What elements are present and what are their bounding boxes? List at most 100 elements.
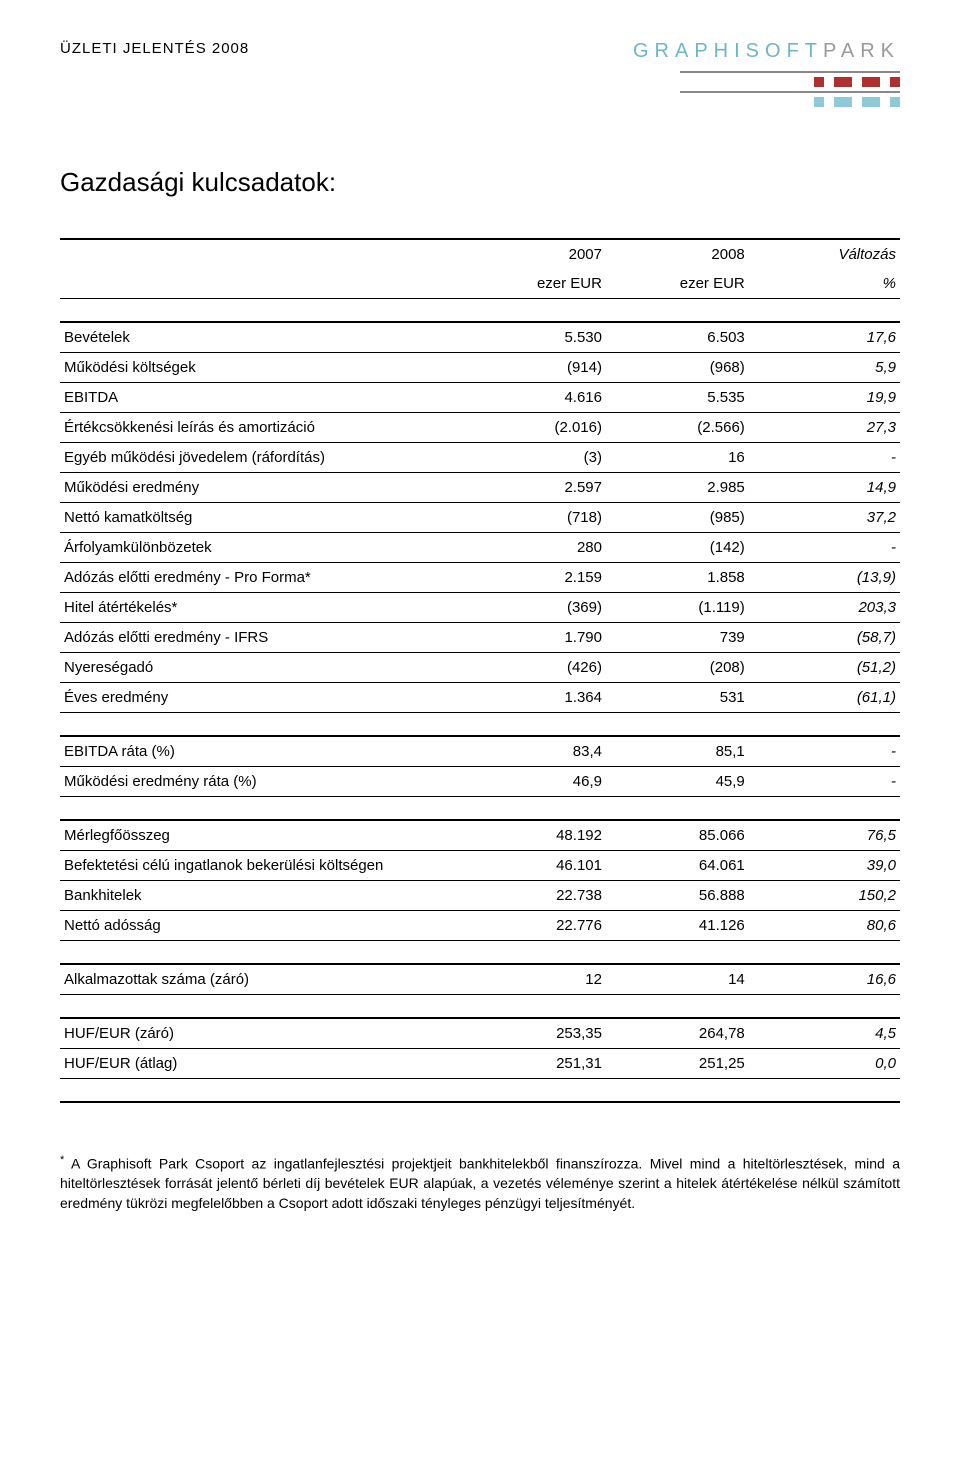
row-val-2007: 4.616: [463, 383, 606, 413]
table-row: Nettó kamatköltség(718)(985)37,2: [60, 503, 900, 533]
row-val-2007: (2.016): [463, 413, 606, 443]
row-val-change: -: [749, 767, 900, 797]
table-balance: Mérlegfőösszeg48.19285.06676,5Befektetés…: [60, 819, 900, 941]
row-label: Mérlegfőösszeg: [60, 820, 463, 851]
header-unit-2007: ezer EUR: [463, 269, 606, 299]
header-row-1: 2007 2008 Változás: [60, 239, 900, 269]
row-val-2008: 531: [606, 683, 749, 713]
table-row: Működési eredmény ráta (%)46,945,9-: [60, 767, 900, 797]
row-label: Működési eredmény: [60, 473, 463, 503]
row-val-2007: 251,31: [463, 1049, 606, 1079]
row-label: Bevételek: [60, 322, 463, 353]
table-employees: Alkalmazottak száma (záró)121416,6: [60, 963, 900, 995]
row-val-2008: 1.858: [606, 563, 749, 593]
row-val-2008: 85.066: [606, 820, 749, 851]
table-row: Működési költségek(914)(968)5,9: [60, 353, 900, 383]
row-val-change: 0,0: [749, 1049, 900, 1079]
row-label: Adózás előtti eredmény - Pro Forma*: [60, 563, 463, 593]
row-val-2008: 45,9: [606, 767, 749, 797]
row-label: Egyéb működési jövedelem (ráfordítás): [60, 443, 463, 473]
table-row: Éves eredmény1.364531(61,1): [60, 683, 900, 713]
row-val-2007: 46,9: [463, 767, 606, 797]
section-title: Gazdasági kulcsadatok:: [60, 167, 900, 198]
row-label: Befektetési célú ingatlanok bekerülési k…: [60, 851, 463, 881]
footnote-text: A Graphisoft Park Csoport az ingatlanfej…: [60, 1156, 900, 1211]
row-val-change: 14,9: [749, 473, 900, 503]
table-row: Adózás előtti eredmény - IFRS1.790739(58…: [60, 623, 900, 653]
header-change: Változás: [749, 239, 900, 269]
footnote-marker: *: [60, 1154, 64, 1166]
header-blank: [60, 239, 463, 269]
table-fx: HUF/EUR (záró)253,35264,784,5HUF/EUR (át…: [60, 1017, 900, 1079]
logo-text: GRAPHISOFTPARK: [633, 40, 900, 63]
table-row: Alkalmazottak száma (záró)121416,6: [60, 964, 900, 995]
table-row: Nettó adósság22.77641.12680,6: [60, 911, 900, 941]
row-val-2008: 739: [606, 623, 749, 653]
row-val-change: 17,6: [749, 322, 900, 353]
row-label: Értékcsökkenési leírás és amortizáció: [60, 413, 463, 443]
row-val-2008: 16: [606, 443, 749, 473]
row-val-2008: (142): [606, 533, 749, 563]
row-val-2008: (1.119): [606, 593, 749, 623]
row-label: Alkalmazottak száma (záró): [60, 964, 463, 995]
row-val-2008: (2.566): [606, 413, 749, 443]
header-row-2: ezer EUR ezer EUR %: [60, 269, 900, 299]
row-val-2007: (718): [463, 503, 606, 533]
row-val-2008: 5.535: [606, 383, 749, 413]
table-row: Árfolyamkülönbözetek280(142)-: [60, 533, 900, 563]
table-row: Egyéb működési jövedelem (ráfordítás)(3)…: [60, 443, 900, 473]
row-val-2007: 5.530: [463, 322, 606, 353]
table-row: Nyereségadó(426)(208)(51,2): [60, 653, 900, 683]
row-label: Árfolyamkülönbözetek: [60, 533, 463, 563]
row-val-change: 37,2: [749, 503, 900, 533]
row-val-2007: 2.597: [463, 473, 606, 503]
row-val-change: 203,3: [749, 593, 900, 623]
row-label: HUF/EUR (átlag): [60, 1049, 463, 1079]
row-label: HUF/EUR (záró): [60, 1018, 463, 1049]
row-label: Hitel átértékelés*: [60, 593, 463, 623]
row-val-change: 19,9: [749, 383, 900, 413]
table-income: Bevételek5.5306.50317,6Működési költsége…: [60, 321, 900, 713]
table-row: HUF/EUR (átlag)251,31251,250,0: [60, 1049, 900, 1079]
table-row: Hitel átértékelés*(369)(1.119)203,3: [60, 593, 900, 623]
row-val-2007: 48.192: [463, 820, 606, 851]
row-val-change: 80,6: [749, 911, 900, 941]
row-val-2007: (914): [463, 353, 606, 383]
logo-graphisoft: GRAPHISOFT: [633, 40, 823, 62]
header-unit-2008: ezer EUR: [606, 269, 749, 299]
header-2008: 2008: [606, 239, 749, 269]
row-val-change: 16,6: [749, 964, 900, 995]
row-val-2007: 46.101: [463, 851, 606, 881]
row-val-change: -: [749, 736, 900, 767]
closing-rule: [60, 1101, 900, 1103]
logo: GRAPHISOFTPARK: [633, 40, 900, 107]
row-val-2007: (426): [463, 653, 606, 683]
table-row: Bankhitelek22.73856.888150,2: [60, 881, 900, 911]
row-label: EBITDA ráta (%): [60, 736, 463, 767]
row-val-2007: (3): [463, 443, 606, 473]
row-val-2008: (985): [606, 503, 749, 533]
row-label: EBITDA: [60, 383, 463, 413]
report-title: ÜZLETI JELENTÉS 2008: [60, 40, 249, 57]
logo-graphic: [633, 71, 900, 107]
row-val-change: 150,2: [749, 881, 900, 911]
row-val-change: 39,0: [749, 851, 900, 881]
row-val-change: (58,7): [749, 623, 900, 653]
row-val-2007: 83,4: [463, 736, 606, 767]
table-row: Befektetési célú ingatlanok bekerülési k…: [60, 851, 900, 881]
row-val-2008: (208): [606, 653, 749, 683]
row-val-2007: 1.364: [463, 683, 606, 713]
row-label: Működési költségek: [60, 353, 463, 383]
table-row: EBITDA ráta (%)83,485,1-: [60, 736, 900, 767]
row-val-2008: 2.985: [606, 473, 749, 503]
row-val-2008: (968): [606, 353, 749, 383]
row-val-change: (13,9): [749, 563, 900, 593]
header-unit-pct: %: [749, 269, 900, 299]
row-label: Bankhitelek: [60, 881, 463, 911]
row-val-2007: 22.738: [463, 881, 606, 911]
table-row: Működési eredmény2.5972.98514,9: [60, 473, 900, 503]
row-val-2008: 264,78: [606, 1018, 749, 1049]
logo-park: PARK: [823, 40, 900, 62]
header-2007: 2007: [463, 239, 606, 269]
row-val-change: 27,3: [749, 413, 900, 443]
